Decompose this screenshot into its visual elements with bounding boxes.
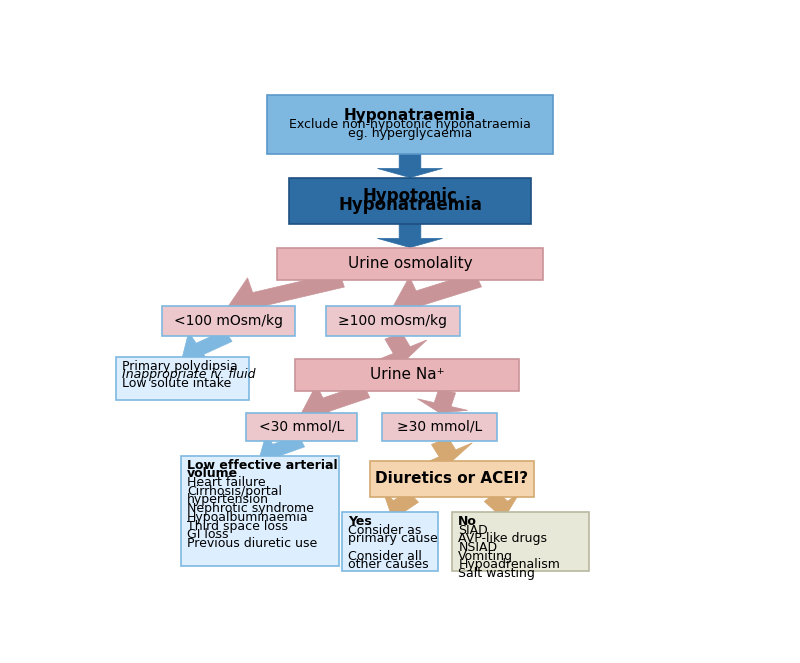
Text: SIAD: SIAD <box>458 524 488 536</box>
FancyBboxPatch shape <box>162 306 295 336</box>
Polygon shape <box>394 272 482 320</box>
Text: Low solute intake: Low solute intake <box>122 377 231 390</box>
FancyBboxPatch shape <box>382 413 497 441</box>
Text: Low effective arterial: Low effective arterial <box>187 459 338 472</box>
Text: <100 mOsm/kg: <100 mOsm/kg <box>174 314 283 328</box>
Text: eg. hyperglycaemia: eg. hyperglycaemia <box>348 127 472 140</box>
Text: Exclude non-hypotonic hyponatraemia: Exclude non-hypotonic hyponatraemia <box>289 118 531 131</box>
Polygon shape <box>228 272 344 322</box>
Text: Primary polydipsia: Primary polydipsia <box>122 360 238 373</box>
FancyBboxPatch shape <box>246 413 358 441</box>
Polygon shape <box>182 330 232 365</box>
Text: Heart failure: Heart failure <box>187 476 266 489</box>
Text: ≥100 mOsm/kg: ≥100 mOsm/kg <box>338 314 447 328</box>
FancyBboxPatch shape <box>295 359 518 391</box>
Text: other causes: other causes <box>348 558 429 572</box>
FancyBboxPatch shape <box>370 461 534 497</box>
FancyBboxPatch shape <box>181 455 338 566</box>
Polygon shape <box>422 438 472 464</box>
Text: Consider as: Consider as <box>348 524 422 536</box>
Text: Third space loss: Third space loss <box>187 520 288 532</box>
Text: ≥30 mmol/L: ≥30 mmol/L <box>397 420 482 434</box>
FancyBboxPatch shape <box>452 512 589 571</box>
Text: Urine Na⁺: Urine Na⁺ <box>370 367 444 383</box>
Text: Nephrotic syndrome: Nephrotic syndrome <box>187 502 314 515</box>
Text: Hypoadrenalism: Hypoadrenalism <box>458 558 560 572</box>
Text: Diuretics or ACEI?: Diuretics or ACEI? <box>375 471 529 486</box>
Text: <30 mmol/L: <30 mmol/L <box>259 420 344 434</box>
Text: volume: volume <box>187 467 238 481</box>
Text: AVP-like drugs: AVP-like drugs <box>458 532 547 545</box>
FancyBboxPatch shape <box>115 357 249 400</box>
Polygon shape <box>378 223 442 247</box>
FancyBboxPatch shape <box>277 247 543 280</box>
Text: Hypoalbuminaemia: Hypoalbuminaemia <box>187 511 309 524</box>
Polygon shape <box>418 389 468 413</box>
Polygon shape <box>302 385 370 424</box>
FancyBboxPatch shape <box>326 306 459 336</box>
FancyBboxPatch shape <box>289 178 531 223</box>
Polygon shape <box>260 433 305 468</box>
Text: Consider all: Consider all <box>348 550 422 563</box>
FancyBboxPatch shape <box>267 95 553 154</box>
Text: Inappropriate iv. fluid: Inappropriate iv. fluid <box>122 369 255 381</box>
Text: Cirrhosis/portal: Cirrhosis/portal <box>187 485 282 498</box>
Text: NSIAD: NSIAD <box>458 541 498 554</box>
Polygon shape <box>482 491 520 520</box>
Polygon shape <box>378 154 442 178</box>
Text: Hyponatraemia: Hyponatraemia <box>338 196 482 214</box>
Text: Previous diuretic use: Previous diuretic use <box>187 537 317 550</box>
Text: Hypotonic: Hypotonic <box>362 187 458 205</box>
Text: primary cause: primary cause <box>348 532 438 545</box>
Text: Hyponatraemia: Hyponatraemia <box>344 107 476 123</box>
Polygon shape <box>377 332 426 360</box>
Text: GI loss: GI loss <box>187 528 228 541</box>
Text: No: No <box>458 515 478 528</box>
Text: Vomiting: Vomiting <box>458 550 514 563</box>
Text: hypertension: hypertension <box>187 493 269 507</box>
Text: Yes: Yes <box>348 515 372 528</box>
Text: Urine osmolality: Urine osmolality <box>348 256 472 271</box>
Text: Salt wasting: Salt wasting <box>458 567 535 580</box>
FancyBboxPatch shape <box>342 512 438 571</box>
Polygon shape <box>382 489 418 523</box>
